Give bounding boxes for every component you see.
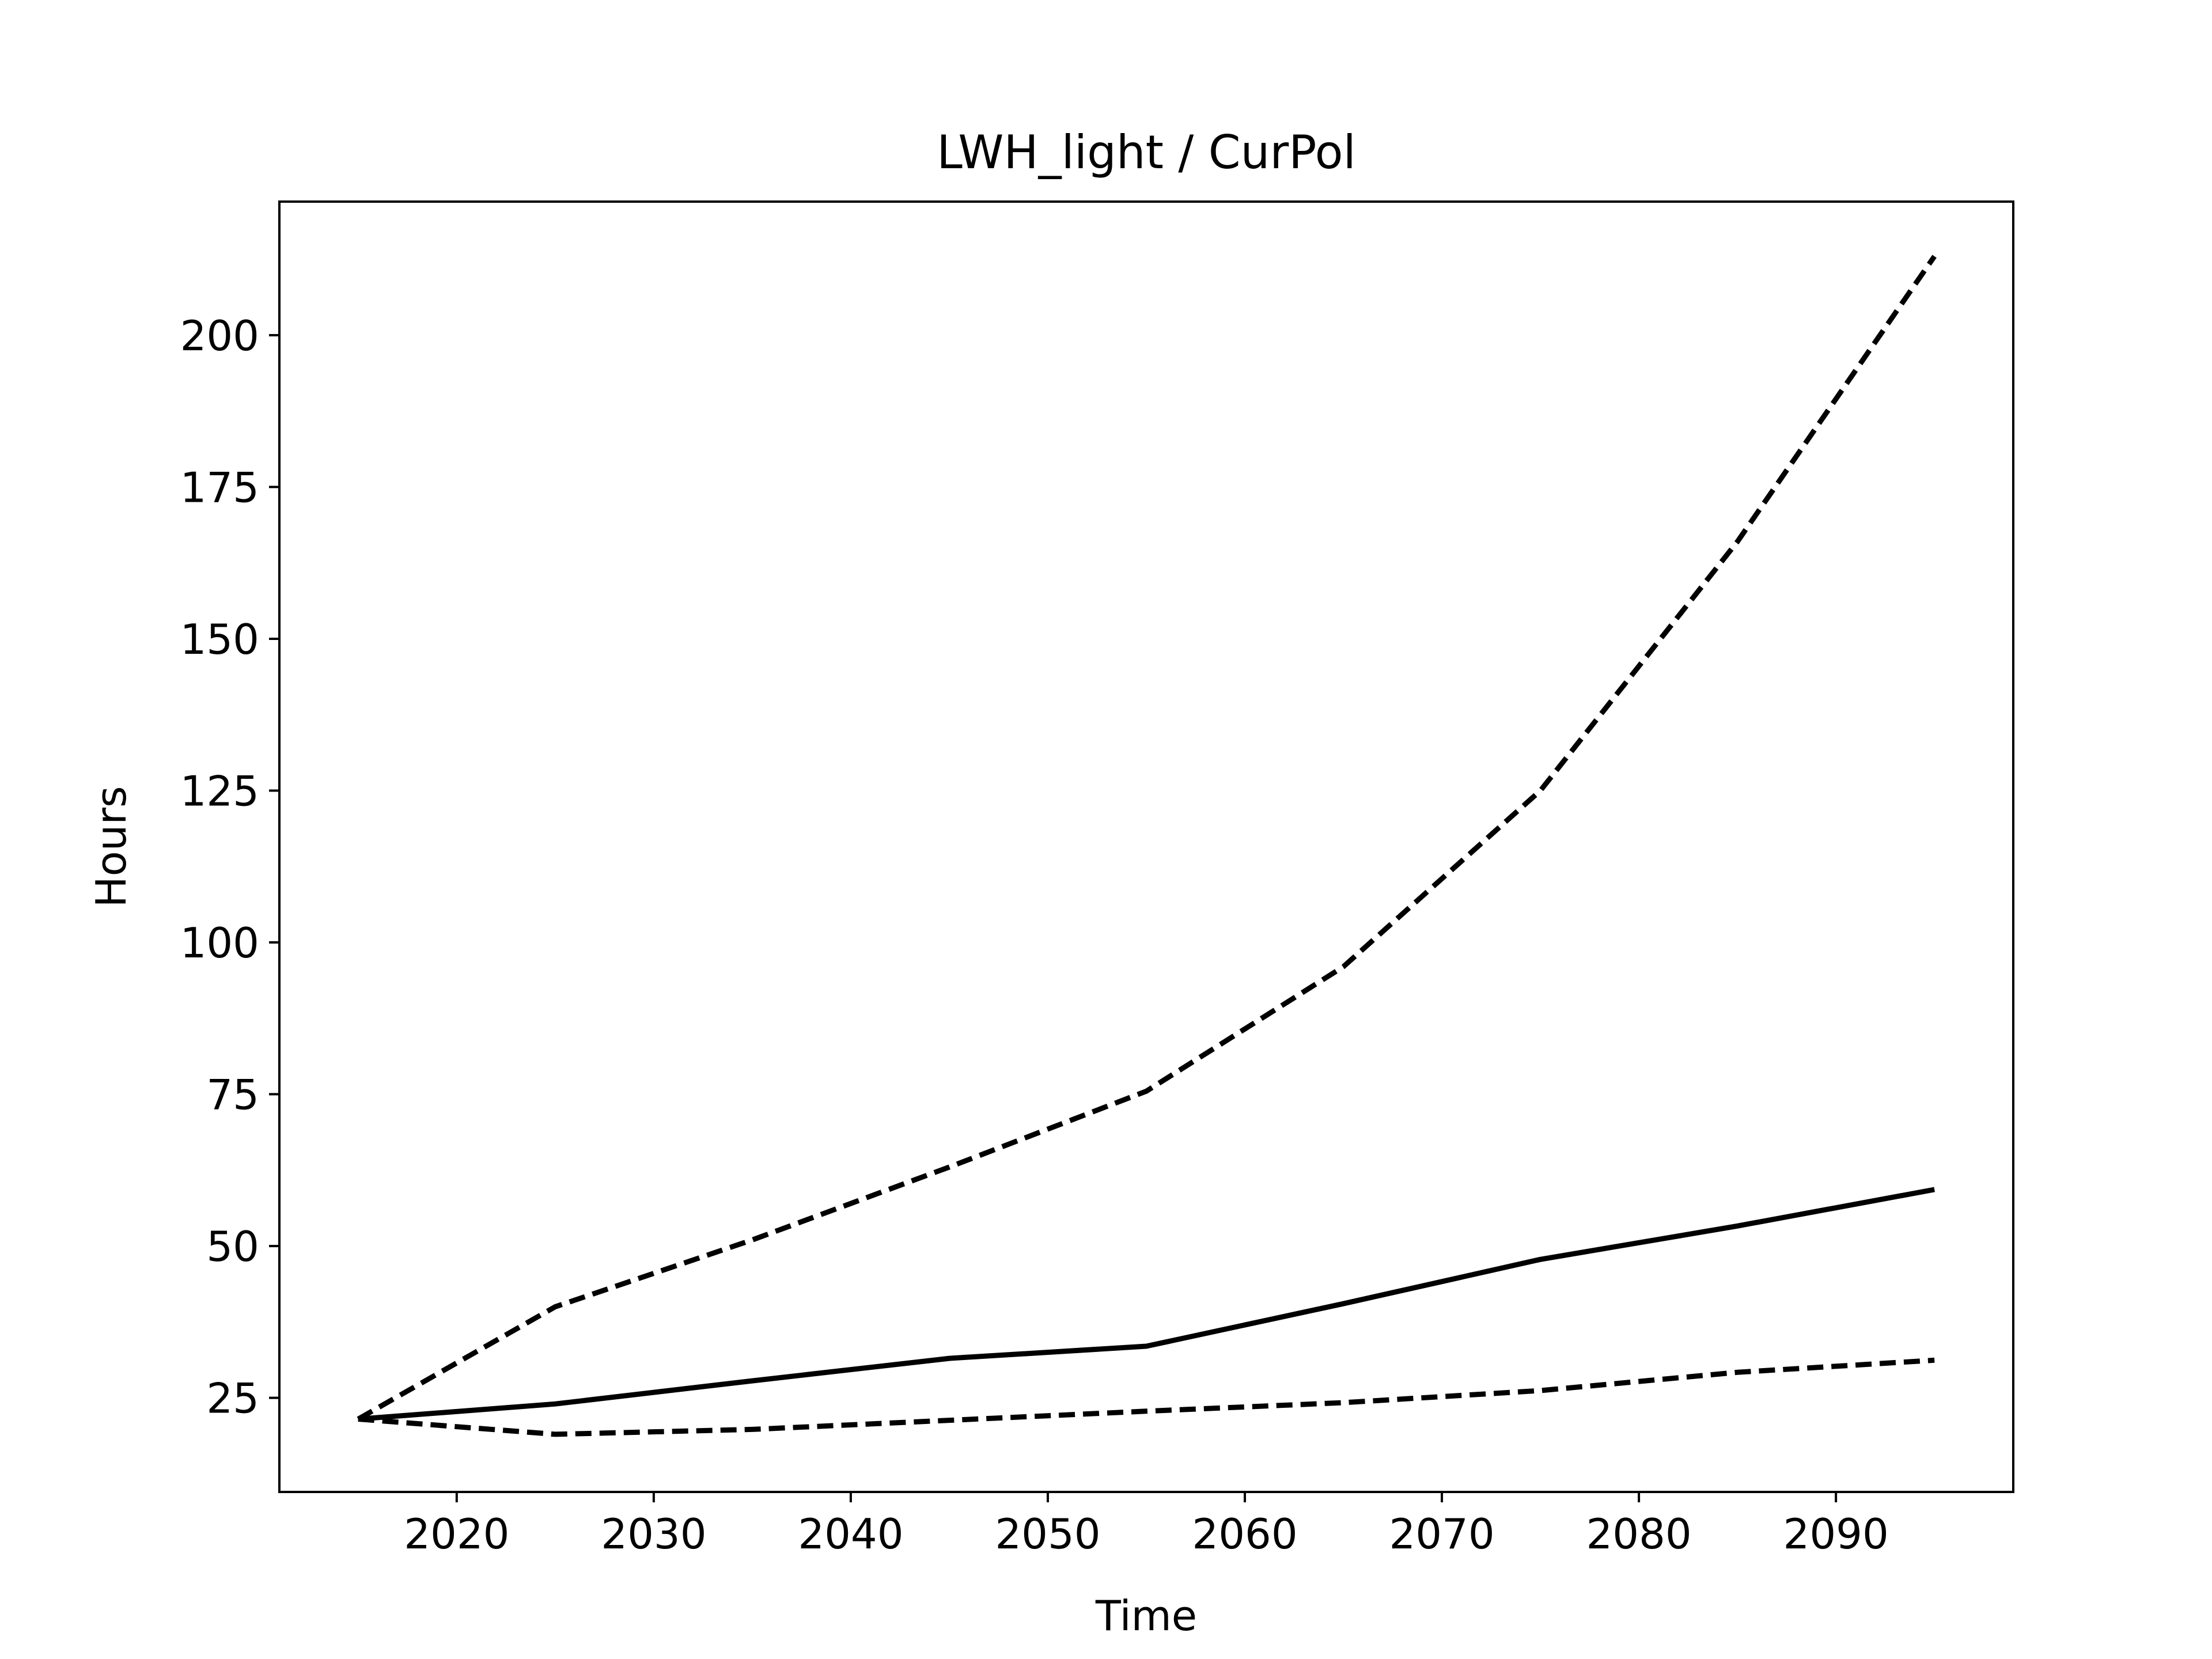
x-tick-label: 2060 [1192, 1510, 1297, 1558]
y-tick-label: 150 [180, 615, 259, 664]
y-tick-label: 25 [206, 1374, 259, 1423]
y-tick-label: 75 [206, 1071, 259, 1119]
y-tick-label: 50 [206, 1222, 259, 1271]
x-tick-label: 2090 [1783, 1510, 1889, 1558]
series-line-3-dashed [358, 1357, 1935, 1437]
x-tick-label: 2070 [1389, 1510, 1494, 1558]
x-tick-label: 2030 [601, 1510, 706, 1558]
y-tick-label: 175 [180, 463, 259, 512]
x-axis-label: Time [1095, 1592, 1197, 1640]
x-tick-label: 2020 [404, 1510, 509, 1558]
y-tick-label: 200 [180, 312, 259, 360]
series-layer [357, 255, 1937, 1437]
y-axis-label: Hours [87, 786, 135, 908]
x-tick-label: 2040 [798, 1510, 903, 1558]
x-axis-ticks: 2020 2030 2040 2050 2060 2070 2080 2090 [404, 1492, 1889, 1558]
chart-title: LWH_light / CurPol [937, 126, 1356, 179]
y-tick-label: 100 [180, 919, 259, 967]
series-line-2-solid [358, 1187, 1936, 1422]
series-line-1-dashed [357, 255, 1937, 1422]
y-axis-ticks: 25 50 75 100 125 150 175 200 [180, 312, 279, 1423]
plot-frame [278, 200, 2014, 1493]
x-tick-label: 2050 [995, 1510, 1100, 1558]
x-tick-label: 2080 [1586, 1510, 1691, 1558]
y-tick-label: 125 [180, 767, 259, 815]
